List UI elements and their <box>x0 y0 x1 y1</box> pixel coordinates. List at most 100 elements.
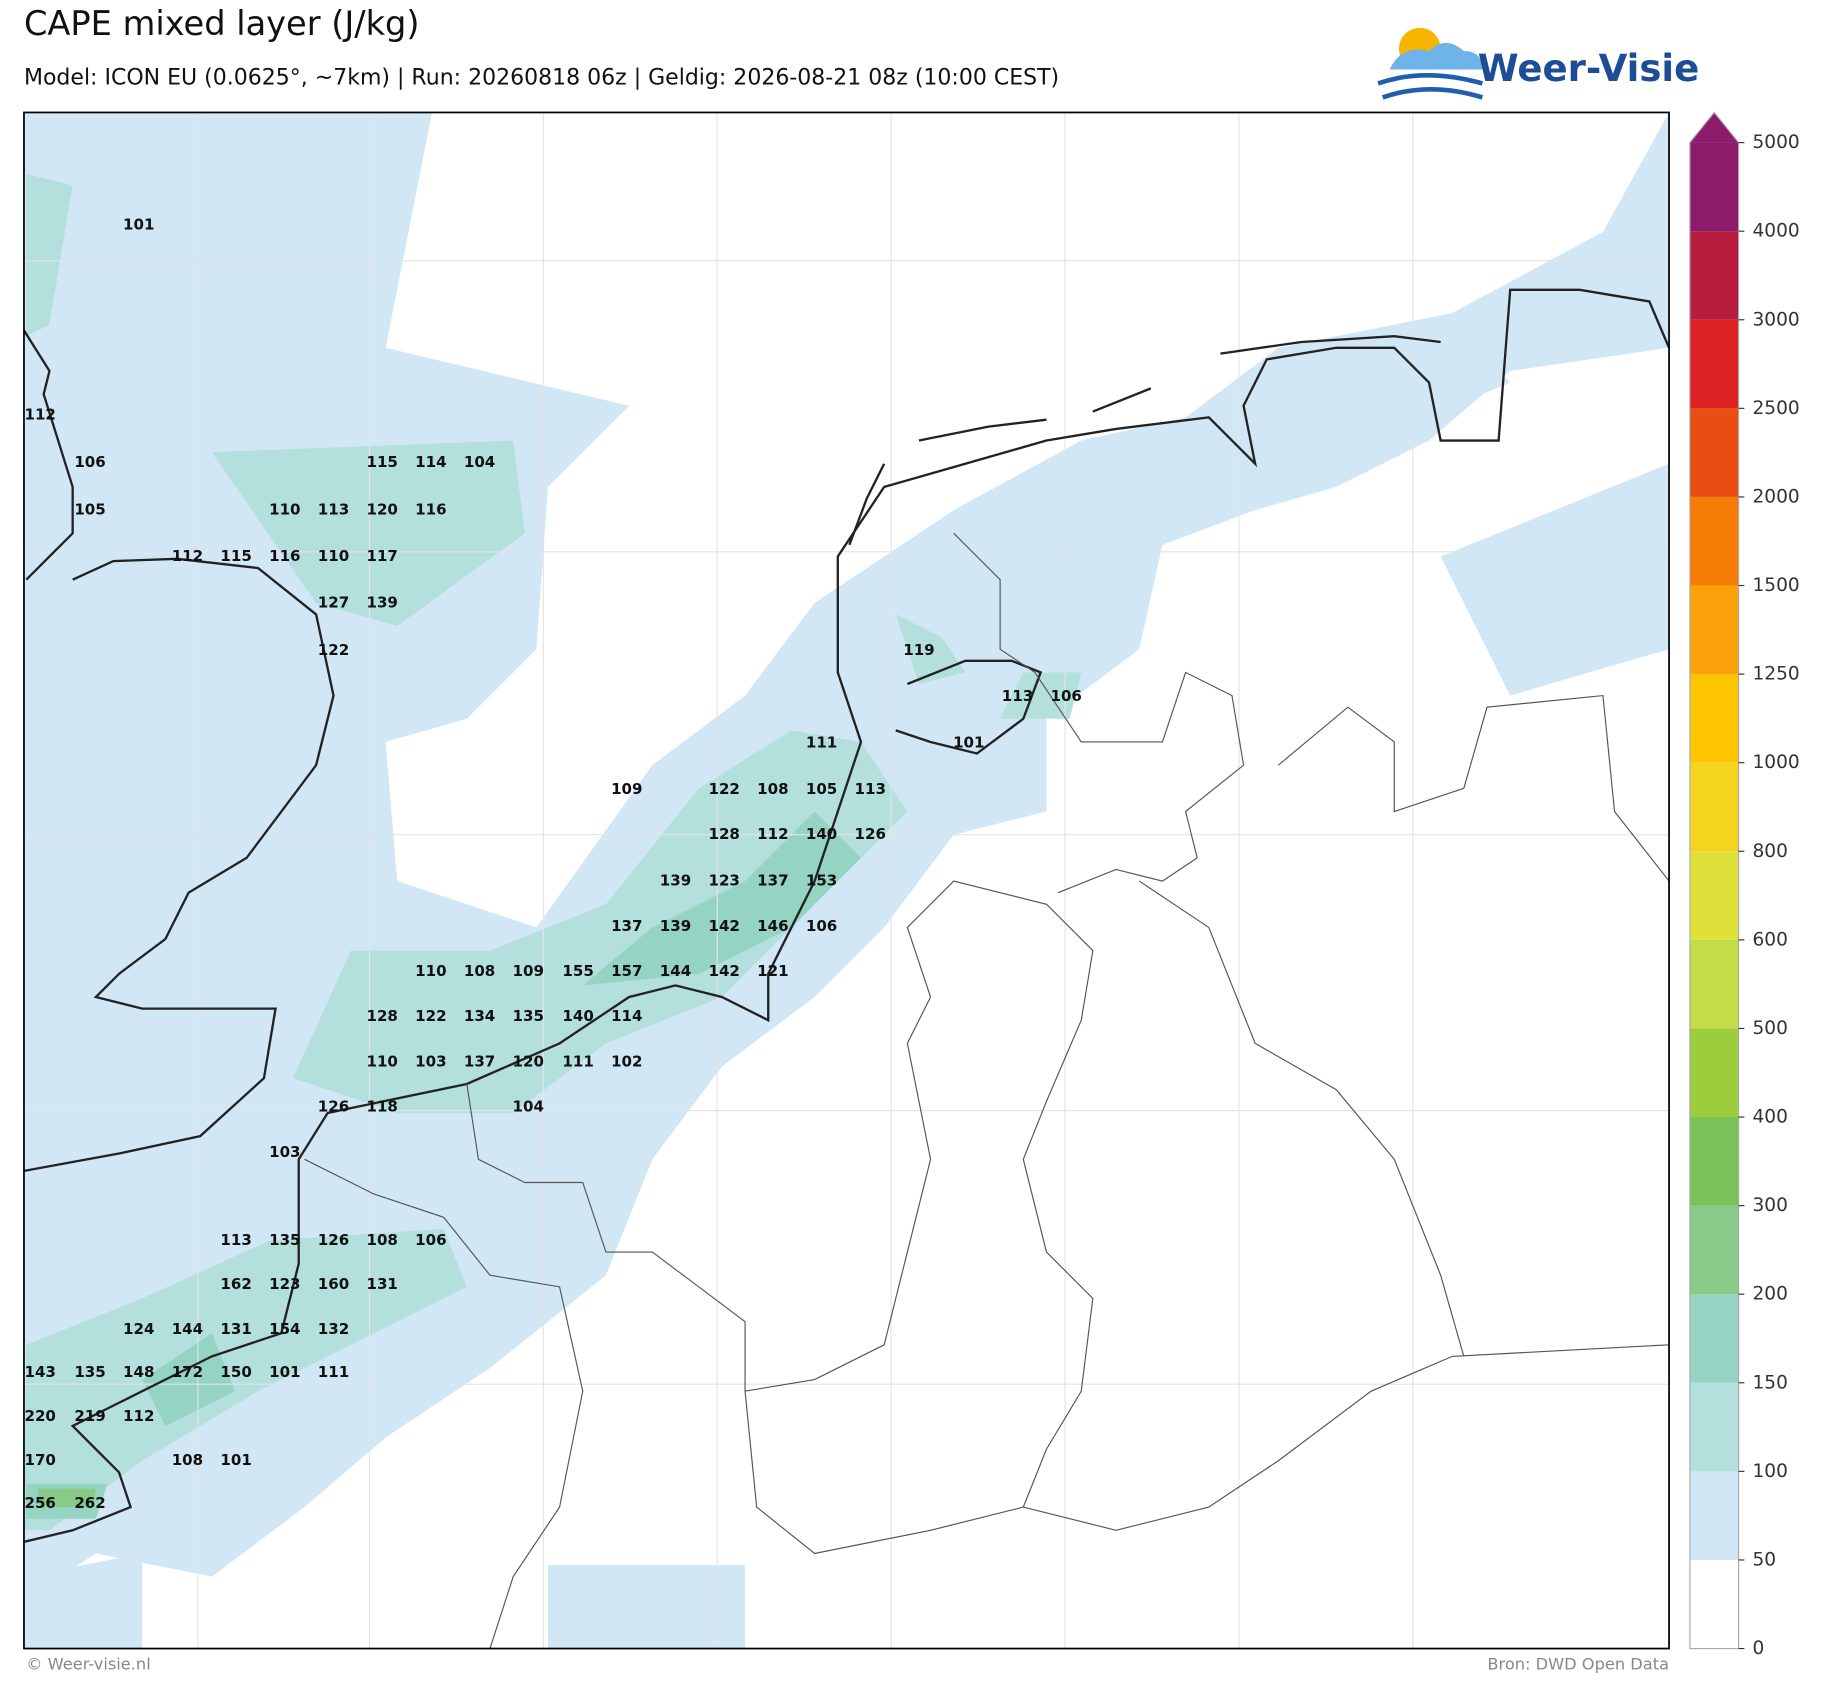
cape-label: 110 <box>318 547 349 565</box>
footer-right: Bron: DWD Open Data <box>1487 1654 1669 1673</box>
cape-label: 112 <box>757 825 788 843</box>
cape-label: 103 <box>269 1143 300 1161</box>
colorbar-tick-label: 1500 <box>1753 575 1800 596</box>
cape-label: 119 <box>903 641 934 659</box>
cape-label: 137 <box>464 1052 495 1070</box>
map-frame <box>23 111 1670 1650</box>
colorbar: 0 50 100 150 200 300 400 500 600 800 1000 1250 1500 2… <box>1689 111 1800 1659</box>
cape-label: 101 <box>220 1451 251 1469</box>
footer-left: © Weer-visie.nl <box>26 1654 150 1673</box>
cape-label: 144 <box>172 1320 203 1338</box>
cape-label: 108 <box>757 780 788 798</box>
cape-label: 142 <box>708 917 739 935</box>
cape-label: 101 <box>269 1363 300 1381</box>
cape-shading <box>23 112 1670 1649</box>
cape-label: 106 <box>415 1231 446 1249</box>
cape-label: 105 <box>806 780 837 798</box>
colorbar-tick-label: 400 <box>1753 1107 1788 1128</box>
cape-label: 150 <box>220 1363 251 1381</box>
cape-label: 154 <box>269 1320 300 1338</box>
cape-label: 104 <box>464 453 495 471</box>
cape-label: 116 <box>269 547 300 565</box>
cape-label: 132 <box>318 1320 349 1338</box>
cape-label: 126 <box>318 1098 349 1116</box>
cape-label: 144 <box>660 962 691 980</box>
cape-label: 120 <box>366 501 397 519</box>
cape-label: 116 <box>415 501 446 519</box>
cape-label: 108 <box>172 1451 203 1469</box>
cape-label: 106 <box>1050 687 1081 705</box>
cape-label: 162 <box>220 1275 251 1293</box>
colorbar-tick-label: 600 <box>1753 929 1788 950</box>
title: CAPE mixed layer (J/kg) <box>24 4 420 43</box>
cape-label: 170 <box>24 1451 55 1469</box>
cape-label: 109 <box>611 780 642 798</box>
colorbar-tick-label: 3000 <box>1753 309 1800 330</box>
cape-label: 220 <box>24 1407 55 1425</box>
cape-label: 122 <box>415 1007 446 1025</box>
colorbar-tick-label: 1250 <box>1753 664 1800 685</box>
cape-label: 112 <box>172 547 203 565</box>
colorbar-tick-label: 800 <box>1753 841 1788 862</box>
colorbar-tick-label: 0 <box>1753 1638 1765 1659</box>
colorbar-segment <box>1689 851 1739 940</box>
colorbar-tick-label: 5000 <box>1753 132 1800 153</box>
cape-label: 102 <box>611 1052 642 1070</box>
cape-label: 135 <box>269 1231 300 1249</box>
cape-label: 123 <box>269 1275 300 1293</box>
colorbar-tick-label: 2000 <box>1753 486 1800 507</box>
cape-label: 124 <box>123 1320 154 1338</box>
colorbar-segment <box>1689 1471 1739 1560</box>
cape-label: 139 <box>366 593 397 611</box>
cape-label: 115 <box>366 453 397 471</box>
cape-label: 104 <box>513 1098 544 1116</box>
colorbar-outline <box>1689 111 1740 1650</box>
cape-label: 134 <box>464 1007 495 1025</box>
cape-label: 137 <box>611 917 642 935</box>
colorbar-segment <box>1689 319 1739 409</box>
cape-label: 219 <box>74 1407 105 1425</box>
cape-label: 127 <box>318 593 349 611</box>
cape-label: 108 <box>366 1231 397 1249</box>
colorbar-tick-label: 1000 <box>1753 752 1800 773</box>
cape-label: 128 <box>708 825 739 843</box>
colorbar-tick-label: 200 <box>1753 1284 1788 1305</box>
cape-label: 109 <box>513 962 544 980</box>
cape-label: 111 <box>318 1363 349 1381</box>
logo-text: Weer-Visie <box>1478 47 1700 90</box>
graticule <box>23 112 1670 1649</box>
cape-label: 142 <box>708 962 739 980</box>
colorbar-extension <box>1689 112 1739 143</box>
cape-label: 112 <box>123 1407 154 1425</box>
cape-label: 128 <box>366 1007 397 1025</box>
cape-label: 137 <box>757 872 788 890</box>
cape-label: 112 <box>24 406 55 424</box>
cape-label: 139 <box>660 872 691 890</box>
colorbar-segment <box>1689 231 1739 320</box>
subtitle: Model: ICON EU (0.0625°, ~7km) | Run: 20… <box>24 66 1059 91</box>
cape-label: 108 <box>464 962 495 980</box>
cape-label: 103 <box>415 1052 446 1070</box>
cape-label: 126 <box>318 1231 349 1249</box>
cape-label: 113 <box>220 1231 251 1249</box>
cape-label: 155 <box>562 962 593 980</box>
cape-label: 148 <box>123 1363 154 1381</box>
cape-label: 135 <box>513 1007 544 1025</box>
cape-label: 113 <box>855 780 886 798</box>
cape-label: 262 <box>74 1494 105 1512</box>
cape-label: 140 <box>806 825 837 843</box>
cape-label: 113 <box>1002 687 1033 705</box>
colorbar-segment <box>1689 1205 1739 1295</box>
value-labels: 101 112 106 105 115 114 104 110 113 120 116 112 115 1… <box>24 215 1081 1512</box>
colorbar-segment <box>1689 1382 1739 1472</box>
cape-label: 101 <box>953 734 984 752</box>
colorbar-segment <box>1689 1117 1739 1206</box>
colorbar-tick-label: 500 <box>1753 1018 1788 1039</box>
logo: Weer-Visie <box>1377 27 1700 100</box>
cape-label: 115 <box>220 547 251 565</box>
colorbar-tick-label: 4000 <box>1753 221 1800 242</box>
cape-label: 172 <box>172 1363 203 1381</box>
cape-label: 113 <box>318 501 349 519</box>
